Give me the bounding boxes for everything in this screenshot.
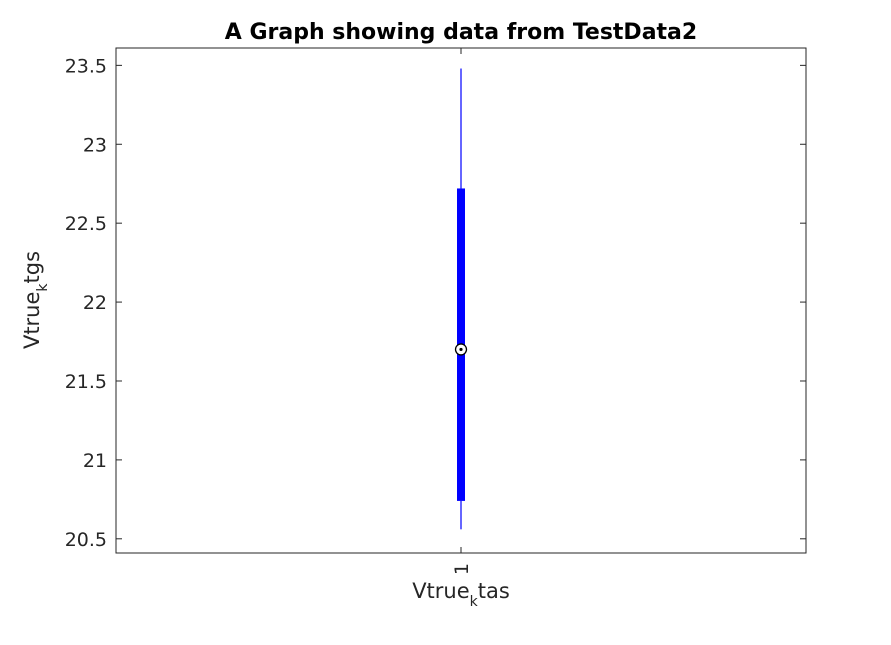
- y-tick-label: 23.5: [65, 55, 107, 77]
- x-axis-ticks: 1: [451, 48, 473, 575]
- y-tick-label: 22: [83, 292, 107, 314]
- y-tick-label: 23: [83, 134, 107, 156]
- chart-title: A Graph showing data from TestData2: [225, 20, 697, 45]
- y-axis-label-base: Vtrue: [20, 292, 44, 349]
- y-tick-label: 20.5: [65, 529, 107, 551]
- y-axis-ticks: 20.5 21 21.5 22 22.5 23 23.5: [65, 55, 806, 551]
- median-marker-dot: [459, 347, 463, 352]
- y-axis-label-subscript: k: [35, 283, 51, 292]
- x-tick-label: 1: [451, 563, 473, 575]
- x-axis-label-base: Vtrue: [412, 579, 469, 603]
- x-axis-label-subscript: k: [470, 594, 479, 610]
- y-tick-label: 21.5: [65, 371, 107, 393]
- y-tick-label: 22.5: [65, 213, 107, 235]
- x-axis-label-rest: tas: [478, 579, 510, 603]
- y-tick-label: 21: [83, 450, 107, 472]
- y-axis-label-rest: tgs: [20, 251, 44, 284]
- box-series: [454, 68, 468, 530]
- x-axis-label: Vtruektas: [412, 579, 510, 610]
- y-axis-label: Vtruektgs: [20, 251, 51, 349]
